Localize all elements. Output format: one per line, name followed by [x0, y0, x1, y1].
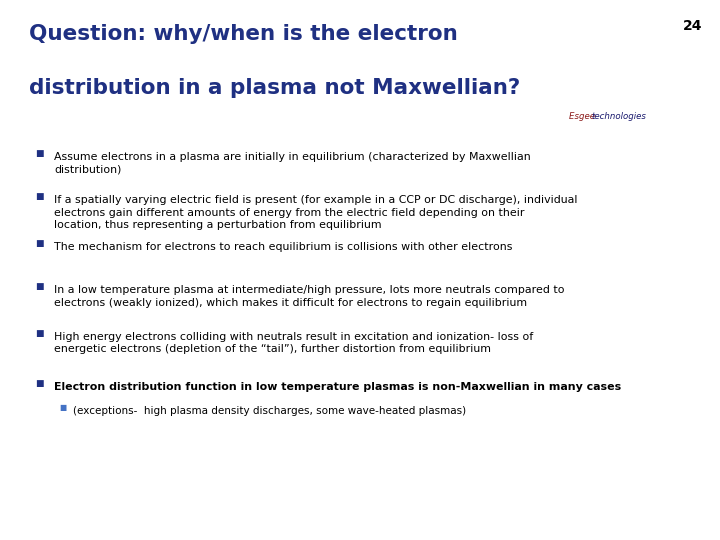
Text: Assume electrons in a plasma are initially in equilibrium (characterized by Maxw: Assume electrons in a plasma are initial…	[54, 152, 531, 174]
Text: The mechanism for electrons to reach equilibrium is collisions with other electr: The mechanism for electrons to reach equ…	[54, 242, 513, 252]
Text: 24: 24	[683, 19, 702, 33]
Text: ■: ■	[35, 239, 44, 248]
Text: technologies: technologies	[592, 112, 647, 121]
Text: Question: why/when is the electron: Question: why/when is the electron	[29, 24, 457, 44]
Text: High energy electrons colliding with neutrals result in excitation and ionizatio: High energy electrons colliding with neu…	[54, 332, 534, 354]
Text: Esgee: Esgee	[569, 112, 598, 121]
Text: distribution in a plasma not Maxwellian?: distribution in a plasma not Maxwellian?	[29, 78, 520, 98]
Text: Electron distribution function in low temperature plasmas is non-Maxwellian in m: Electron distribution function in low te…	[54, 382, 621, 393]
Text: If a spatially varying electric field is present (for example in a CCP or DC dis: If a spatially varying electric field is…	[54, 195, 577, 230]
Text: ■: ■	[35, 329, 44, 338]
Text: ■: ■	[35, 149, 44, 158]
Text: ■: ■	[35, 379, 44, 388]
Text: ■: ■	[35, 192, 44, 201]
Text: In a low temperature plasma at intermediate/high pressure, lots more neutrals co: In a low temperature plasma at intermedi…	[54, 285, 564, 307]
Text: (exceptions-  high plasma density discharges, some wave-heated plasmas): (exceptions- high plasma density dischar…	[73, 406, 467, 416]
Text: ■: ■	[60, 403, 67, 413]
Text: ■: ■	[35, 282, 44, 291]
